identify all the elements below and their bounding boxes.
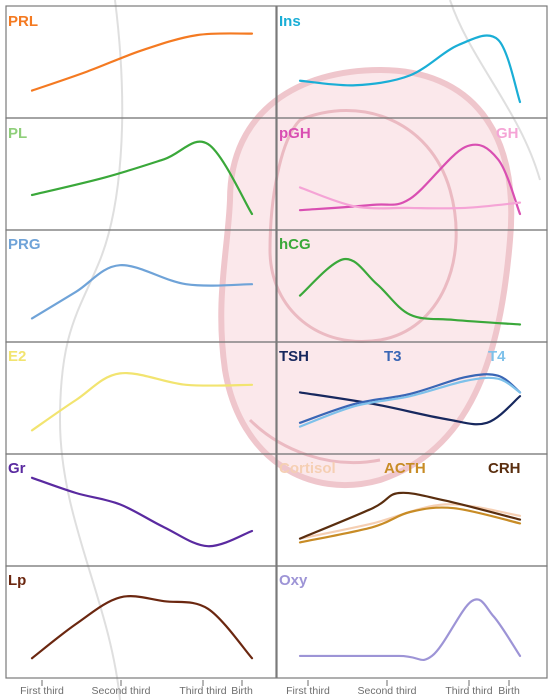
panel-frame bbox=[276, 565, 548, 679]
series-label-t3: T3 bbox=[384, 348, 402, 365]
series-label-t4: T4 bbox=[488, 348, 506, 365]
x-tick-label: Second third bbox=[358, 685, 417, 697]
background-illustration bbox=[58, 0, 541, 700]
series-line-pgh bbox=[298, 143, 522, 216]
panels-layer: PRL Ins PL pGH GH PRG hCG E2 TSH T3 T4 Gr Cortisol AC… bbox=[5, 5, 548, 679]
x-tick-label: First third bbox=[20, 685, 64, 697]
uterus-outline-shape bbox=[218, 66, 515, 488]
series-label-crh: CRH bbox=[488, 460, 521, 477]
series-line-acth bbox=[298, 506, 522, 544]
series-line-oxy bbox=[298, 598, 522, 662]
series-line-ins bbox=[298, 34, 522, 104]
series-line-cortisol bbox=[298, 503, 522, 540]
fetus-outline-shape bbox=[268, 109, 458, 343]
series-label-ins: Ins bbox=[279, 13, 301, 30]
series-line-pl bbox=[30, 140, 254, 216]
panel-pgh-gh: pGH GH bbox=[276, 117, 548, 231]
x-tick-label: First third bbox=[286, 685, 330, 697]
series-line-t3 bbox=[298, 373, 522, 424]
x-axis: First third Second third Third third Birth F… bbox=[20, 680, 520, 697]
series-line-gh bbox=[298, 186, 522, 210]
series-label-e2: E2 bbox=[8, 348, 26, 365]
series-label-prg: PRG bbox=[8, 236, 41, 253]
series-line-hcg bbox=[298, 258, 522, 326]
panel-frame bbox=[5, 565, 277, 679]
x-tick-label: Birth bbox=[498, 685, 520, 697]
series-label-acth: ACTH bbox=[384, 460, 426, 477]
x-tick-label: Third third bbox=[179, 685, 226, 697]
series-label-pl: PL bbox=[8, 125, 27, 142]
series-label-cortisol: Cortisol bbox=[279, 460, 336, 477]
series-label-lp: Lp bbox=[8, 572, 26, 589]
x-tick-label: Third third bbox=[445, 685, 492, 697]
cord-outline-shape bbox=[248, 418, 381, 465]
series-line-prg bbox=[30, 264, 254, 320]
panel-gr: Gr bbox=[5, 453, 277, 567]
series-line-e2 bbox=[30, 371, 254, 432]
series-line-prl bbox=[30, 32, 254, 92]
panel-frame bbox=[5, 453, 277, 567]
panel-frame bbox=[5, 5, 277, 119]
series-label-pgh: pGH bbox=[279, 125, 311, 142]
panel-prl: PRL bbox=[5, 5, 277, 119]
series-label-oxy: Oxy bbox=[279, 572, 308, 589]
series-line-t4 bbox=[298, 376, 522, 428]
panel-cortisol-acth-crh: Cortisol ACTH CRH bbox=[276, 453, 548, 567]
panel-oxy: Oxy bbox=[276, 565, 548, 679]
torso-outline-shape bbox=[58, 0, 124, 700]
series-label-hcg: hCG bbox=[279, 236, 311, 253]
series-label-tsh: TSH bbox=[279, 348, 309, 365]
series-label-prl: PRL bbox=[8, 13, 38, 30]
series-label-gh: GH bbox=[496, 125, 519, 142]
panel-lp: Lp bbox=[5, 565, 277, 679]
series-line-gr bbox=[30, 476, 254, 548]
series-line-crh bbox=[298, 491, 522, 540]
series-label-gr: Gr bbox=[8, 460, 26, 477]
series-line-tsh bbox=[298, 391, 522, 426]
torso-outline-shape bbox=[449, 0, 541, 181]
x-tick-label: Second third bbox=[92, 685, 151, 697]
panel-tsh-t3-t4: TSH T3 T4 bbox=[276, 341, 548, 455]
series-line-lp bbox=[30, 595, 254, 660]
x-tick-label: Birth bbox=[231, 685, 253, 697]
